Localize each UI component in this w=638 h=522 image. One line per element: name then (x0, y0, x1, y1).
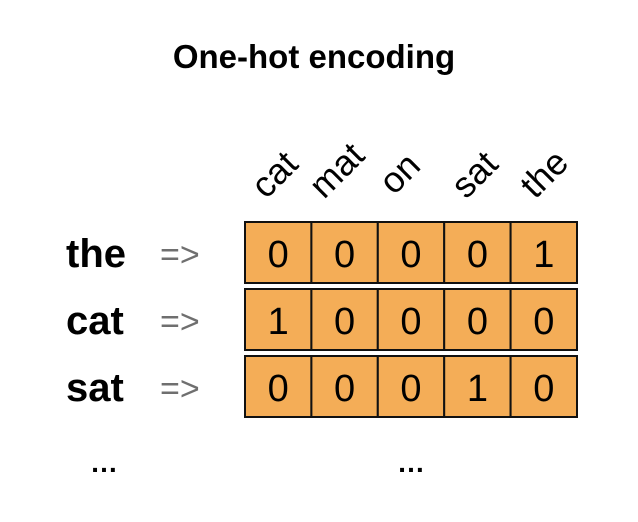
arrow: => (160, 370, 200, 408)
column-header-the: the (512, 141, 576, 205)
vector-value: 0 (334, 368, 355, 410)
vector-cell (443, 355, 512, 418)
vector-value: 0 (268, 234, 289, 276)
diagram-title: One-hot encoding (173, 38, 455, 75)
vector-value: 0 (533, 301, 554, 343)
vector-value: 0 (400, 234, 421, 276)
encoding-rows: the => 0 0 0 0 1 cat => 1 0 0 0 0 sat => 0 0 0 1 0 (66, 221, 579, 418)
ellipsis-right: … (397, 447, 425, 478)
vector-cell (310, 355, 379, 418)
vector-cell (509, 221, 579, 284)
row-cat: cat => 1 0 0 0 0 (66, 288, 579, 351)
vector-value: 0 (400, 301, 421, 343)
vector-cell (509, 355, 579, 418)
arrow: => (160, 303, 200, 341)
vector-cell (509, 288, 579, 351)
vector-value: 0 (533, 368, 554, 410)
row-word: sat (66, 366, 124, 410)
vector-cell (443, 288, 512, 351)
vector-cell (244, 288, 313, 351)
vector-cell (376, 355, 446, 418)
column-header-on: on (371, 144, 428, 201)
column-header-mat: mat (301, 134, 372, 205)
column-header-sat: sat (443, 143, 506, 206)
vector-value: 1 (268, 301, 289, 343)
vector-cell (244, 221, 313, 284)
vector-value: 1 (533, 234, 554, 276)
row-sat: sat => 0 0 0 1 0 (66, 355, 579, 418)
vector-cell (376, 221, 446, 284)
vector-value: 0 (467, 234, 488, 276)
vector-value: 0 (400, 368, 421, 410)
vector-value: 1 (467, 368, 488, 410)
arrow: => (160, 236, 200, 274)
vector-value: 0 (334, 301, 355, 343)
ellipsis-left: … (90, 447, 118, 478)
vector-value: 0 (467, 301, 488, 343)
row-word: cat (66, 299, 124, 343)
row-the: the => 0 0 0 0 1 (66, 221, 579, 284)
column-header-cat: cat (243, 143, 306, 206)
vector-cell (376, 288, 446, 351)
vector-cell (310, 221, 379, 284)
vector-value: 0 (334, 234, 355, 276)
vector-value: 0 (268, 368, 289, 410)
vector-cell (310, 288, 379, 351)
row-word: the (66, 232, 126, 276)
